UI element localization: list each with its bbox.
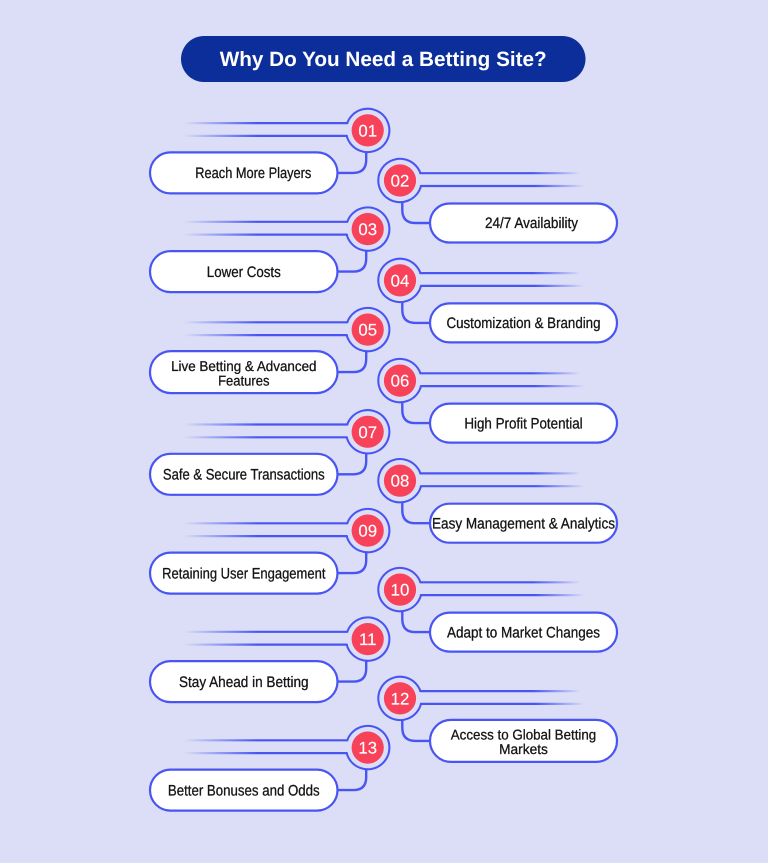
svg-text:24/7 Availability: 24/7 Availability [485,215,578,232]
svg-text:07: 07 [358,423,377,442]
svg-text:Better Bonuses and Odds: Better Bonuses and Odds [168,782,320,799]
svg-text:Live Betting & Advanced: Live Betting & Advanced [171,359,316,375]
svg-text:Reach More Players: Reach More Players [195,165,311,182]
svg-text:Safe & Secure Transactions: Safe & Secure Transactions [163,467,325,484]
svg-text:08: 08 [391,472,410,491]
svg-text:Access to Global Betting: Access to Global Betting [451,728,597,744]
svg-text:High Profit Potential: High Profit Potential [464,415,582,432]
svg-text:Customization & Branding: Customization & Branding [447,315,601,332]
svg-text:Retaining User Engagement: Retaining User Engagement [162,565,326,582]
svg-text:Why Do You Need a Betting Site: Why Do You Need a Betting Site? [220,48,547,71]
svg-text:11: 11 [359,630,376,649]
svg-text:09: 09 [358,522,377,541]
svg-text:Easy Management & Analytics: Easy Management & Analytics [432,515,615,532]
svg-text:06: 06 [391,372,410,391]
svg-text:Adapt to Market Changes: Adapt to Market Changes [447,624,600,641]
svg-text:05: 05 [358,321,377,340]
svg-text:04: 04 [391,271,410,290]
svg-text:Stay Ahead in Betting: Stay Ahead in Betting [179,674,309,691]
svg-text:03: 03 [358,220,377,239]
svg-text:Markets: Markets [499,742,548,758]
svg-text:10: 10 [391,581,410,600]
svg-text:13: 13 [358,739,377,758]
svg-text:02: 02 [391,172,410,191]
svg-text:Lower Costs: Lower Costs [207,264,281,281]
svg-text:01: 01 [358,121,377,140]
svg-text:Features: Features [218,373,269,389]
svg-text:12: 12 [391,689,410,708]
